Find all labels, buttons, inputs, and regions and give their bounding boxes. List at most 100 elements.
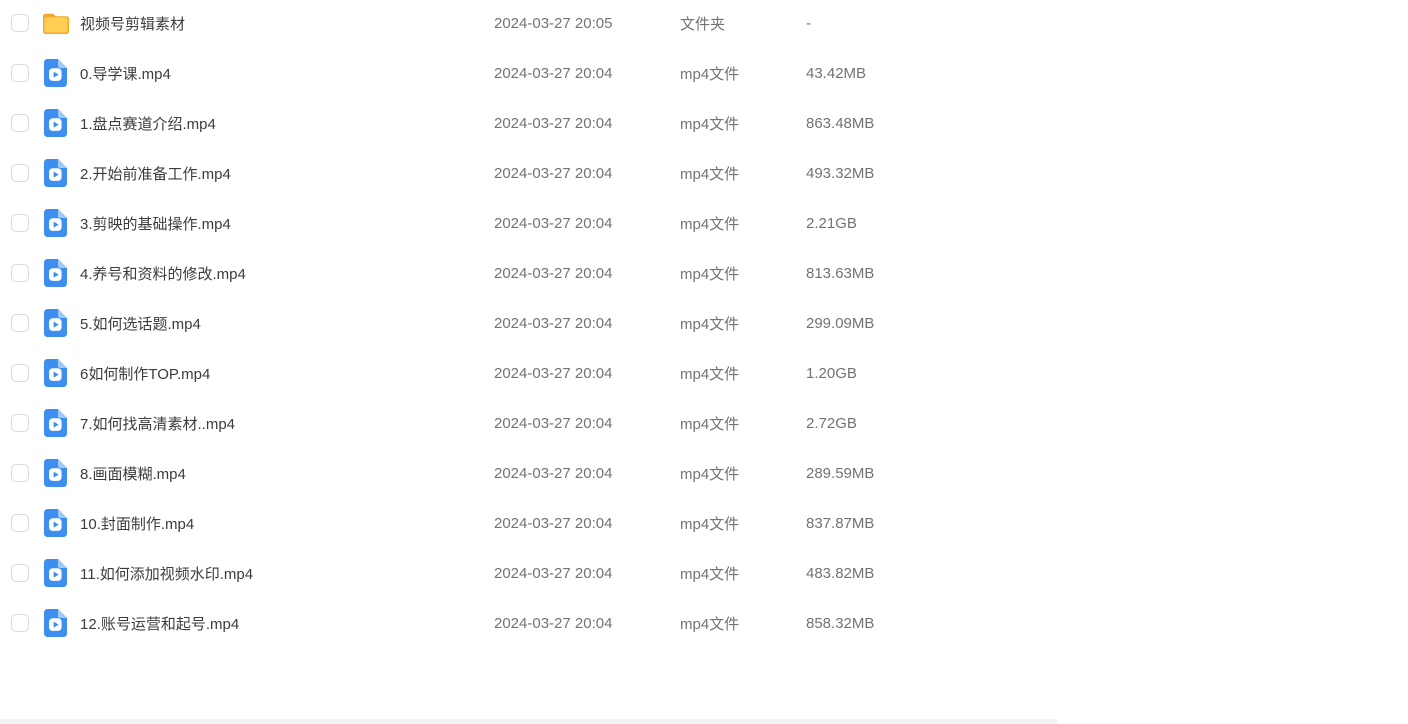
table-row[interactable]: 12.账号运营和起号.mp4 2024-03-27 20:04 mp4文件 85… <box>0 598 1408 648</box>
file-date: 2024-03-27 20:04 <box>494 364 613 382</box>
icon-cell <box>42 509 80 537</box>
file-size: 837.87MB <box>806 514 875 532</box>
row-checkbox[interactable] <box>11 264 29 282</box>
checkbox-cell <box>0 514 42 532</box>
file-type: mp4文件 <box>680 315 740 333</box>
file-date: 2024-03-27 20:04 <box>494 264 613 282</box>
file-type: mp4文件 <box>680 565 740 583</box>
video-file-icon <box>42 109 69 137</box>
file-size: - <box>806 14 811 32</box>
file-date: 2024-03-27 20:04 <box>494 464 613 482</box>
file-date: 2024-03-27 20:04 <box>494 64 613 82</box>
icon-cell <box>42 309 80 337</box>
checkbox-cell <box>0 264 42 282</box>
file-date: 2024-03-27 20:04 <box>494 614 613 632</box>
file-date: 2024-03-27 20:04 <box>494 164 613 182</box>
table-row[interactable]: 8.画面模糊.mp4 2024-03-27 20:04 mp4文件 289.59… <box>0 448 1408 498</box>
file-name[interactable]: 12.账号运营和起号.mp4 <box>80 615 240 633</box>
icon-cell <box>42 159 80 187</box>
video-file-icon <box>42 609 69 637</box>
file-name[interactable]: 6如何制作TOP.mp4 <box>80 365 211 383</box>
file-name[interactable]: 4.养号和资料的修改.mp4 <box>80 265 246 283</box>
file-name[interactable]: 视频号剪辑素材 <box>80 15 186 33</box>
file-date: 2024-03-27 20:04 <box>494 114 613 132</box>
file-size: 299.09MB <box>806 314 875 332</box>
file-name[interactable]: 0.导学课.mp4 <box>80 65 171 83</box>
checkbox-cell <box>0 164 42 182</box>
file-size: 2.72GB <box>806 414 857 432</box>
icon-cell <box>42 359 80 387</box>
file-size: 43.42MB <box>806 64 867 82</box>
file-date: 2024-03-27 20:04 <box>494 314 613 332</box>
file-type: mp4文件 <box>680 165 740 183</box>
file-name[interactable]: 2.开始前准备工作.mp4 <box>80 165 231 183</box>
checkbox-cell <box>0 14 42 32</box>
table-row[interactable]: 1.盘点赛道介绍.mp4 2024-03-27 20:04 mp4文件 863.… <box>0 98 1408 148</box>
video-file-icon <box>42 159 69 187</box>
video-file-icon <box>42 209 69 237</box>
video-file-icon <box>42 309 69 337</box>
icon-cell <box>42 409 80 437</box>
file-size: 858.32MB <box>806 614 875 632</box>
table-row[interactable]: 0.导学课.mp4 2024-03-27 20:04 mp4文件 43.42MB <box>0 48 1408 98</box>
video-file-icon <box>42 409 69 437</box>
icon-cell <box>42 559 80 587</box>
checkbox-cell <box>0 214 42 232</box>
row-checkbox[interactable] <box>11 14 29 32</box>
video-file-icon <box>42 359 69 387</box>
icon-cell <box>42 259 80 287</box>
file-size: 863.48MB <box>806 114 875 132</box>
row-checkbox[interactable] <box>11 314 29 332</box>
table-row[interactable]: 3.剪映的基础操作.mp4 2024-03-27 20:04 mp4文件 2.2… <box>0 198 1408 248</box>
file-name[interactable]: 7.如何找高清素材..mp4 <box>80 415 236 433</box>
file-name[interactable]: 8.画面模糊.mp4 <box>80 465 186 483</box>
file-date: 2024-03-27 20:04 <box>494 214 613 232</box>
file-type: mp4文件 <box>680 265 740 283</box>
checkbox-cell <box>0 564 42 582</box>
video-file-icon <box>42 459 69 487</box>
table-row[interactable]: 10.封面制作.mp4 2024-03-27 20:04 mp4文件 837.8… <box>0 498 1408 548</box>
icon-cell <box>42 59 80 87</box>
file-name[interactable]: 5.如何选话题.mp4 <box>80 315 201 333</box>
checkbox-cell <box>0 314 42 332</box>
checkbox-cell <box>0 114 42 132</box>
table-row[interactable]: 视频号剪辑素材 2024-03-27 20:05 文件夹 - <box>0 0 1408 48</box>
video-file-icon <box>42 509 69 537</box>
row-checkbox[interactable] <box>11 464 29 482</box>
row-checkbox[interactable] <box>11 214 29 232</box>
table-row[interactable]: 5.如何选话题.mp4 2024-03-27 20:04 mp4文件 299.0… <box>0 298 1408 348</box>
row-checkbox[interactable] <box>11 164 29 182</box>
row-checkbox[interactable] <box>11 64 29 82</box>
file-name[interactable]: 11.如何添加视频水印.mp4 <box>80 565 254 583</box>
file-size: 2.21GB <box>806 214 857 232</box>
video-file-icon <box>42 559 69 587</box>
checkbox-cell <box>0 464 42 482</box>
file-name[interactable]: 10.封面制作.mp4 <box>80 515 195 533</box>
table-row[interactable]: 2.开始前准备工作.mp4 2024-03-27 20:04 mp4文件 493… <box>0 148 1408 198</box>
icon-cell <box>42 609 80 637</box>
file-date: 2024-03-27 20:05 <box>494 14 613 32</box>
icon-cell <box>42 459 80 487</box>
file-name[interactable]: 1.盘点赛道介绍.mp4 <box>80 115 216 133</box>
row-checkbox[interactable] <box>11 364 29 382</box>
checkbox-cell <box>0 614 42 632</box>
file-name[interactable]: 3.剪映的基础操作.mp4 <box>80 215 231 233</box>
row-checkbox[interactable] <box>11 114 29 132</box>
table-row[interactable]: 7.如何找高清素材..mp4 2024-03-27 20:04 mp4文件 2.… <box>0 398 1408 448</box>
row-checkbox[interactable] <box>11 514 29 532</box>
file-date: 2024-03-27 20:04 <box>494 564 613 582</box>
checkbox-cell <box>0 64 42 82</box>
table-row[interactable]: 6如何制作TOP.mp4 2024-03-27 20:04 mp4文件 1.20… <box>0 348 1408 398</box>
row-checkbox[interactable] <box>11 614 29 632</box>
file-type: mp4文件 <box>680 415 740 433</box>
folder-icon <box>42 9 69 37</box>
file-list: 视频号剪辑素材 2024-03-27 20:05 文件夹 - 0.导 <box>0 0 1408 648</box>
table-row[interactable]: 11.如何添加视频水印.mp4 2024-03-27 20:04 mp4文件 4… <box>0 548 1408 598</box>
row-checkbox[interactable] <box>11 564 29 582</box>
table-row[interactable]: 4.养号和资料的修改.mp4 2024-03-27 20:04 mp4文件 81… <box>0 248 1408 298</box>
file-type: mp4文件 <box>680 215 740 233</box>
row-checkbox[interactable] <box>11 414 29 432</box>
file-type: mp4文件 <box>680 115 740 133</box>
icon-cell <box>42 109 80 137</box>
